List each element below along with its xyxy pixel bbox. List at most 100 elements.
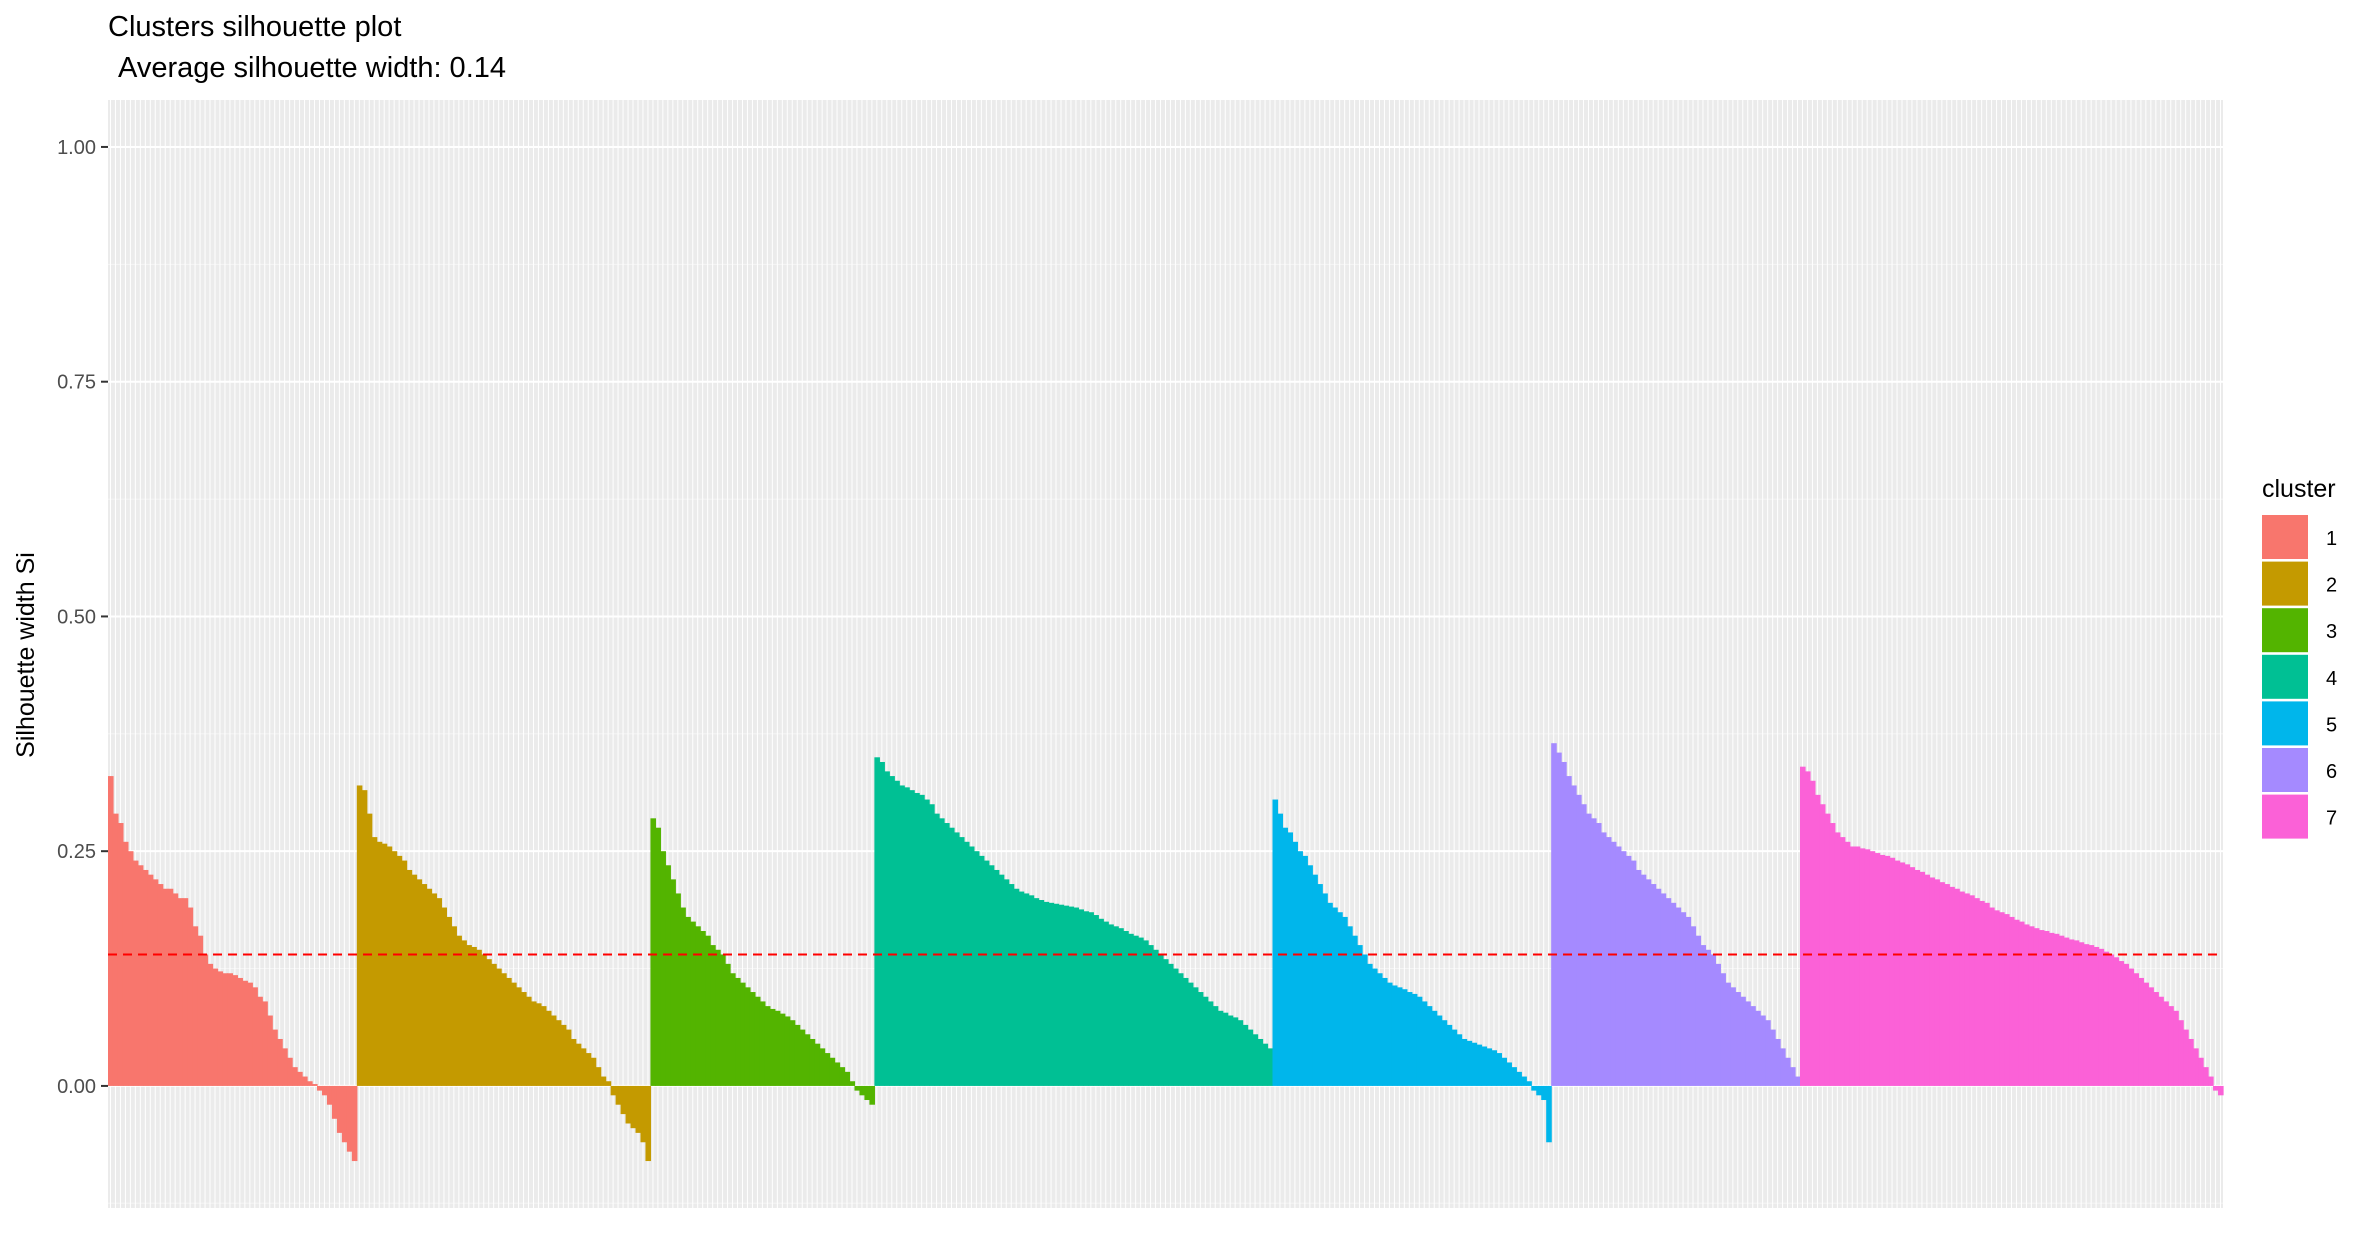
bar-cluster-6 [1665, 898, 1672, 1086]
bar-cluster-6 [1785, 1057, 1791, 1086]
bar-cluster-2 [421, 884, 428, 1086]
bar-cluster-6 [1600, 832, 1607, 1086]
bar-cluster-4 [1013, 888, 1020, 1086]
bar-cluster-6 [1630, 860, 1637, 1086]
bar-cluster-4 [1068, 906, 1075, 1086]
bar-cluster-1 [212, 968, 219, 1086]
bar-cluster-5 [1511, 1067, 1517, 1086]
y-tick-label: 0.00 [57, 1076, 96, 1098]
bar-cluster-7 [1994, 910, 2000, 1086]
bar-cluster-1 [346, 1085, 353, 1152]
bar-cluster-4 [1078, 909, 1084, 1086]
bar-cluster-4 [904, 787, 910, 1086]
bar-cluster-7 [2168, 1006, 2174, 1086]
bar-cluster-1 [177, 898, 184, 1086]
bar-cluster-7 [1874, 853, 1881, 1086]
bar-cluster-1 [321, 1085, 328, 1096]
bar-cluster-2 [456, 935, 462, 1086]
bar-cluster-2 [605, 1081, 612, 1086]
bar-cluster-7 [1974, 898, 1980, 1086]
bar-cluster-7 [2113, 957, 2120, 1086]
bar-cluster-7 [2103, 951, 2110, 1086]
bar-cluster-7 [2048, 932, 2055, 1086]
bar-cluster-5 [1396, 987, 1403, 1086]
bar-cluster-2 [451, 926, 457, 1086]
bar-cluster-6 [1740, 996, 1746, 1086]
bar-cluster-5 [1516, 1071, 1522, 1086]
bar-cluster-7 [2133, 973, 2139, 1086]
bar-cluster-4 [949, 827, 955, 1086]
bar-cluster-6 [1670, 902, 1677, 1086]
bar-cluster-7 [1849, 846, 1856, 1086]
bar-cluster-4 [1252, 1034, 1259, 1086]
bar-cluster-2 [441, 907, 447, 1086]
bar-cluster-7 [2188, 1038, 2194, 1086]
bar-cluster-7 [2143, 982, 2149, 1086]
bar-cluster-7 [2158, 996, 2164, 1086]
bar-cluster-3 [715, 949, 721, 1086]
bar-cluster-6 [1680, 912, 1687, 1086]
legend-label-1: 1 [2326, 528, 2337, 550]
bar-cluster-7 [1829, 823, 1836, 1086]
bar-cluster-4 [978, 855, 985, 1086]
bar-cluster-2 [535, 1003, 542, 1086]
bar-cluster-4 [1038, 900, 1045, 1086]
bar-cluster-5 [1416, 996, 1423, 1086]
bar-cluster-4 [993, 869, 1000, 1086]
y-tick-label: 0.75 [57, 372, 96, 394]
bar-cluster-7 [2038, 930, 2045, 1086]
bar-cluster-1 [162, 888, 169, 1086]
bar-cluster-6 [1780, 1048, 1786, 1086]
bar-cluster-7 [2218, 1085, 2224, 1096]
bar-cluster-2 [481, 954, 487, 1086]
bar-cluster-6 [1705, 949, 1712, 1086]
bar-cluster-7 [1919, 871, 1926, 1086]
bar-cluster-7 [1989, 907, 1995, 1086]
bar-cluster-4 [879, 761, 885, 1086]
bar-cluster-3 [839, 1067, 846, 1086]
bar-cluster-7 [2033, 928, 2040, 1086]
bar-cluster-4 [884, 771, 890, 1086]
bar-cluster-7 [1804, 771, 1811, 1086]
bar-cluster-7 [2078, 942, 2085, 1086]
bar-cluster-6 [1640, 874, 1647, 1086]
bar-cluster-1 [336, 1085, 343, 1133]
legend-label-3: 3 [2326, 621, 2337, 643]
bar-cluster-6 [1755, 1010, 1761, 1086]
legend-key-1 [2262, 515, 2308, 559]
bar-cluster-1 [137, 865, 144, 1086]
bar-cluster-2 [361, 790, 368, 1086]
bar-cluster-1 [207, 963, 214, 1086]
bar-cluster-3 [710, 945, 716, 1086]
bar-cluster-5 [1546, 1085, 1552, 1143]
bar-cluster-7 [2088, 945, 2095, 1086]
bar-cluster-1 [292, 1067, 298, 1086]
bar-cluster-2 [476, 949, 482, 1086]
bar-cluster-1 [287, 1057, 293, 1086]
bar-cluster-7 [2118, 961, 2125, 1086]
bar-cluster-6 [1590, 818, 1597, 1086]
bar-cluster-7 [2183, 1029, 2189, 1086]
bar-cluster-2 [471, 946, 477, 1086]
bar-cluster-6 [1625, 855, 1632, 1086]
bar-cluster-3 [774, 1010, 781, 1086]
bar-cluster-5 [1451, 1029, 1458, 1086]
bar-cluster-5 [1347, 926, 1353, 1086]
bar-cluster-5 [1431, 1010, 1438, 1086]
bar-cluster-4 [1063, 905, 1070, 1086]
bar-cluster-7 [1884, 855, 1891, 1086]
bar-cluster-5 [1426, 1006, 1433, 1086]
legend-label-7: 7 [2326, 808, 2337, 830]
legend-label-2: 2 [2326, 575, 2337, 597]
bar-cluster-5 [1332, 907, 1338, 1086]
bar-cluster-2 [645, 1085, 652, 1162]
y-tick-label: 0.25 [57, 841, 96, 863]
bar-cluster-2 [526, 996, 532, 1086]
bar-cluster-2 [531, 1001, 537, 1086]
bar-cluster-7 [1800, 766, 1806, 1086]
bar-cluster-1 [122, 841, 129, 1086]
bar-cluster-7 [1949, 886, 1955, 1086]
bar-cluster-4 [1207, 1001, 1214, 1086]
bar-cluster-4 [1242, 1024, 1249, 1086]
legend-key-3 [2262, 608, 2308, 653]
